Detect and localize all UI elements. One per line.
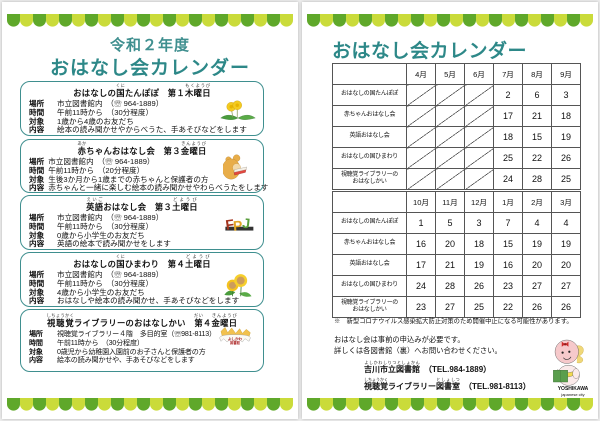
svg-text:よしかわ: よしかわ	[228, 336, 243, 341]
svg-text:J: J	[242, 215, 251, 232]
svg-text:図書館: 図書館	[230, 340, 241, 345]
svg-text:P: P	[233, 217, 243, 234]
